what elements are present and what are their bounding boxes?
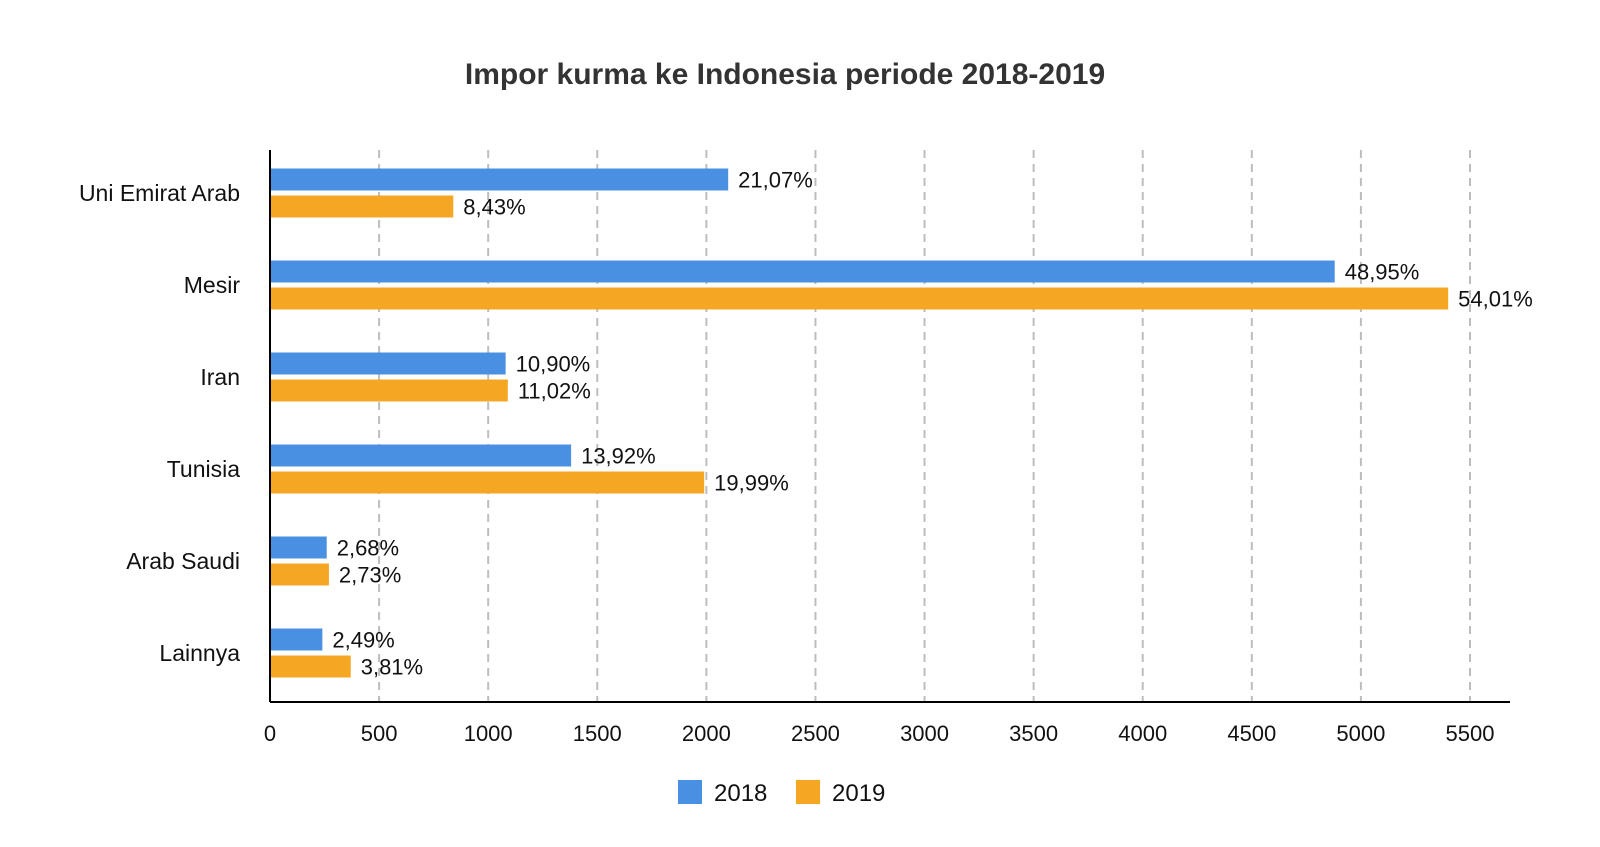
- bar-2019-0: [270, 195, 454, 218]
- data-labels: 21,07% 8,43% 48,95% 54,01% 10,90%11,02% 13,92…: [332, 168, 1532, 680]
- x-tick-1500: 1500: [573, 721, 622, 746]
- category-label-0: Uni Emirat Arab: [79, 180, 240, 206]
- x-tick-0: 0: [264, 721, 276, 746]
- data-label-2019-3: 19,99%: [714, 471, 789, 496]
- x-tick-labels: 0 500 1000 1500 2000 2500 3000 3500 4000 4500 5000…: [264, 721, 1495, 746]
- data-label-2018-2: 10,90%: [516, 352, 591, 377]
- data-label-2018-3: 13,92%: [581, 444, 656, 469]
- legend-label-2018: 2018: [714, 780, 767, 807]
- data-label-2019-2: 11,02%: [518, 379, 591, 404]
- x-tick-5500: 5500: [1446, 721, 1495, 746]
- data-label-2018-1: 48,95%: [1345, 260, 1420, 285]
- category-label-2: Iran: [200, 364, 240, 390]
- data-label-2018-0: 21,07%: [738, 168, 813, 193]
- category-labels: Uni Emirat Arab Mesir Iran Tunisia Arab Saud…: [79, 180, 240, 666]
- bars: [270, 168, 1449, 678]
- x-tick-3000: 3000: [900, 721, 949, 746]
- bar-2018-5: [270, 628, 323, 651]
- bar-2018-2: [270, 352, 506, 375]
- data-label-2018-5: 2,49%: [332, 628, 394, 653]
- bar-2019-3: [270, 471, 705, 494]
- category-label-1: Mesir: [184, 272, 241, 298]
- data-label-2019-4: 2,73%: [339, 563, 401, 588]
- bar-2018-1: [270, 260, 1335, 283]
- category-label-3: Tunisia: [167, 456, 240, 482]
- x-tick-4500: 4500: [1227, 721, 1276, 746]
- legend: 2018 2019: [678, 780, 885, 807]
- bar-2018-0: [270, 168, 729, 191]
- data-label-2019-5: 3,81%: [361, 655, 423, 680]
- chart-title: Impor kurma ke Indonesia periode 2018-20…: [465, 58, 1105, 91]
- bar-2018-4: [270, 536, 327, 559]
- x-tick-2500: 2500: [791, 721, 840, 746]
- legend-swatch-2019: [796, 780, 820, 804]
- x-tick-2000: 2000: [682, 721, 731, 746]
- bar-2019-2: [270, 379, 508, 402]
- x-tick-1000: 1000: [464, 721, 513, 746]
- x-tick-4000: 4000: [1118, 721, 1167, 746]
- legend-label-2019: 2019: [832, 780, 885, 807]
- data-label-2018-4: 2,68%: [337, 536, 399, 561]
- bar-2019-5: [270, 655, 351, 678]
- data-label-2019-1: 54,01%: [1458, 287, 1533, 312]
- bar-2019-1: [270, 287, 1449, 310]
- category-label-4: Arab Saudi: [126, 548, 240, 574]
- bar-2018-3: [270, 444, 572, 467]
- category-label-5: Lainnya: [159, 640, 240, 666]
- legend-swatch-2018: [678, 780, 702, 804]
- bar-2019-4: [270, 563, 329, 586]
- data-label-2019-0: 8,43%: [463, 195, 525, 220]
- grid-lines: [378, 150, 1471, 702]
- x-tick-500: 500: [361, 721, 398, 746]
- x-tick-5000: 5000: [1336, 721, 1385, 746]
- x-tick-3500: 3500: [1009, 721, 1058, 746]
